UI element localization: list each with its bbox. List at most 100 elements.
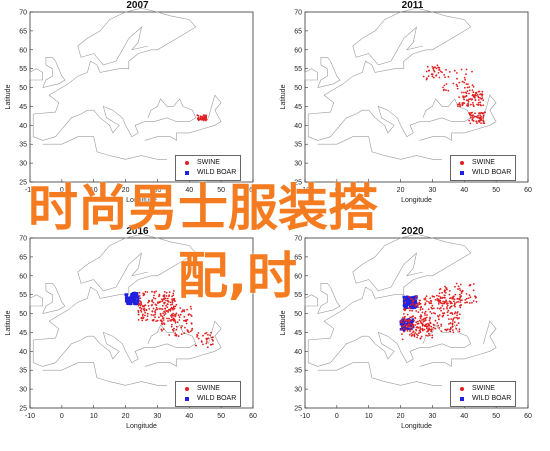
swine-point xyxy=(465,94,468,97)
swine-point xyxy=(430,325,433,328)
swine-point xyxy=(477,104,480,106)
swine-point xyxy=(164,313,167,315)
coastline xyxy=(419,320,497,367)
swine-point xyxy=(434,298,437,301)
swine-point xyxy=(425,316,428,319)
y-tick-label: 25 xyxy=(19,180,27,187)
x-tick-label: 30 xyxy=(429,413,437,420)
map-panel-2016: 2016 -10 0 10 20 30 40 50 60 70 65 60 55 50 45 40 35 30 2… xyxy=(0,226,275,451)
swine-point xyxy=(416,336,418,339)
swine-point xyxy=(481,90,484,93)
wild-boar-marker-icon xyxy=(455,396,469,402)
legend-swine: SWINE xyxy=(180,384,236,394)
swine-point xyxy=(173,307,176,310)
swine-point xyxy=(138,291,141,294)
y-tick-label: 40 xyxy=(294,349,302,356)
swine-point xyxy=(191,327,194,330)
swine-point xyxy=(438,295,440,298)
swine-point xyxy=(140,303,143,305)
wild-boar-point xyxy=(407,298,410,302)
swine-point xyxy=(161,323,164,326)
x-tick-label: 0 xyxy=(60,187,64,194)
swine-point xyxy=(446,306,448,308)
swine-point xyxy=(453,321,456,323)
swine-point xyxy=(478,121,481,123)
x-tick-label: 20 xyxy=(397,413,405,420)
swine-point xyxy=(468,294,471,297)
swine-point xyxy=(154,297,157,300)
swine-point xyxy=(416,333,418,336)
swine-point xyxy=(171,300,174,302)
wild-boar-point xyxy=(401,318,405,321)
swine-point xyxy=(169,309,172,312)
swine-point xyxy=(449,302,452,305)
swine-point xyxy=(459,105,461,108)
swine-point xyxy=(480,98,483,100)
swine-point xyxy=(433,324,435,326)
swine-point xyxy=(432,326,435,329)
swine-point xyxy=(437,303,440,305)
swine-point xyxy=(147,305,150,307)
swine-point xyxy=(463,102,466,104)
swine-point xyxy=(171,328,174,331)
coastline xyxy=(419,94,497,141)
swine-point xyxy=(446,307,448,310)
legend-label: SWINE xyxy=(472,385,495,392)
legend-label: SWINE xyxy=(197,159,220,166)
wild-boar-point xyxy=(402,304,406,307)
swine-point xyxy=(140,301,142,304)
legend-label: WILD BOAR xyxy=(472,395,512,402)
swine-point xyxy=(448,323,450,325)
swine-point xyxy=(463,98,465,101)
swine-point xyxy=(183,319,185,322)
swine-point xyxy=(432,307,435,310)
swine-point xyxy=(479,93,481,96)
swine-point xyxy=(179,307,182,309)
swine-point xyxy=(174,313,176,316)
swine-point xyxy=(449,301,452,303)
swine-point xyxy=(441,296,444,299)
wild-boar-point xyxy=(405,303,409,307)
swine-point xyxy=(469,113,472,116)
swine-point xyxy=(189,314,192,316)
swine-point xyxy=(144,314,146,317)
swine-point xyxy=(475,296,477,299)
swine-point xyxy=(410,335,413,337)
swine-point xyxy=(438,66,441,69)
swine-point xyxy=(168,317,170,320)
y-tick-label: 55 xyxy=(19,292,27,299)
swine-point xyxy=(438,327,441,329)
swine-point xyxy=(436,322,439,324)
swine-point xyxy=(429,317,431,320)
wild-boar-point xyxy=(402,299,406,303)
x-tick-label: 0 xyxy=(60,413,64,420)
swine-point xyxy=(425,295,428,298)
swine-point xyxy=(445,300,448,303)
swine-point xyxy=(441,305,444,307)
swine-point xyxy=(414,303,417,306)
wild-boar-point xyxy=(126,302,130,305)
swine-point xyxy=(437,298,440,301)
swine-point xyxy=(440,330,443,333)
swine-point xyxy=(456,316,458,319)
y-tick-label: 45 xyxy=(294,104,302,111)
swine-point xyxy=(205,338,208,341)
swine-point xyxy=(477,116,479,119)
swine-point xyxy=(459,306,462,309)
y-tick-label: 30 xyxy=(19,387,27,394)
swine-point xyxy=(197,119,200,122)
swine-point xyxy=(179,313,182,316)
wild-boar-point xyxy=(136,295,140,299)
swine-point xyxy=(427,308,430,311)
swine-point xyxy=(447,89,450,92)
y-axis-label: Latitude xyxy=(280,310,287,335)
swine-point xyxy=(446,311,449,314)
swine-point xyxy=(151,290,153,293)
wild-boar-point xyxy=(403,296,407,299)
y-tick-label: 50 xyxy=(19,311,27,318)
swine-point xyxy=(455,282,458,285)
legend-label: WILD BOAR xyxy=(197,169,237,176)
swine-point xyxy=(426,300,428,303)
swine-point xyxy=(188,331,190,334)
coastline xyxy=(42,136,167,160)
